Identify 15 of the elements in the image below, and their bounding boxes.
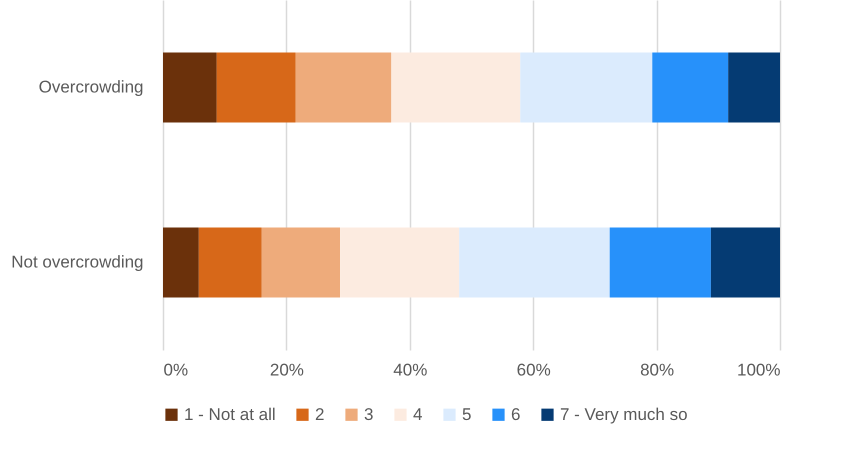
y-tick-label: Not overcrowding (11, 252, 144, 272)
legend-label: 2 (315, 404, 324, 424)
x-tick-label: 80% (640, 360, 674, 380)
legend-label: 4 (413, 404, 422, 424)
x-tick-label: 100% (737, 360, 780, 380)
legend-label: 3 (364, 404, 374, 424)
legend-label: 6 (511, 404, 520, 424)
x-tick-label: 60% (516, 360, 551, 380)
legend-label: 5 (462, 404, 472, 424)
legend-label: 1 - Not at all (184, 404, 276, 424)
y-tick-label: Overcrowding (38, 78, 144, 96)
legend-label: 7 - Very much so (560, 404, 688, 424)
x-tick-label: 0% (164, 360, 188, 380)
x-tick-label: 20% (270, 360, 304, 380)
x-tick-label: 40% (393, 360, 428, 380)
